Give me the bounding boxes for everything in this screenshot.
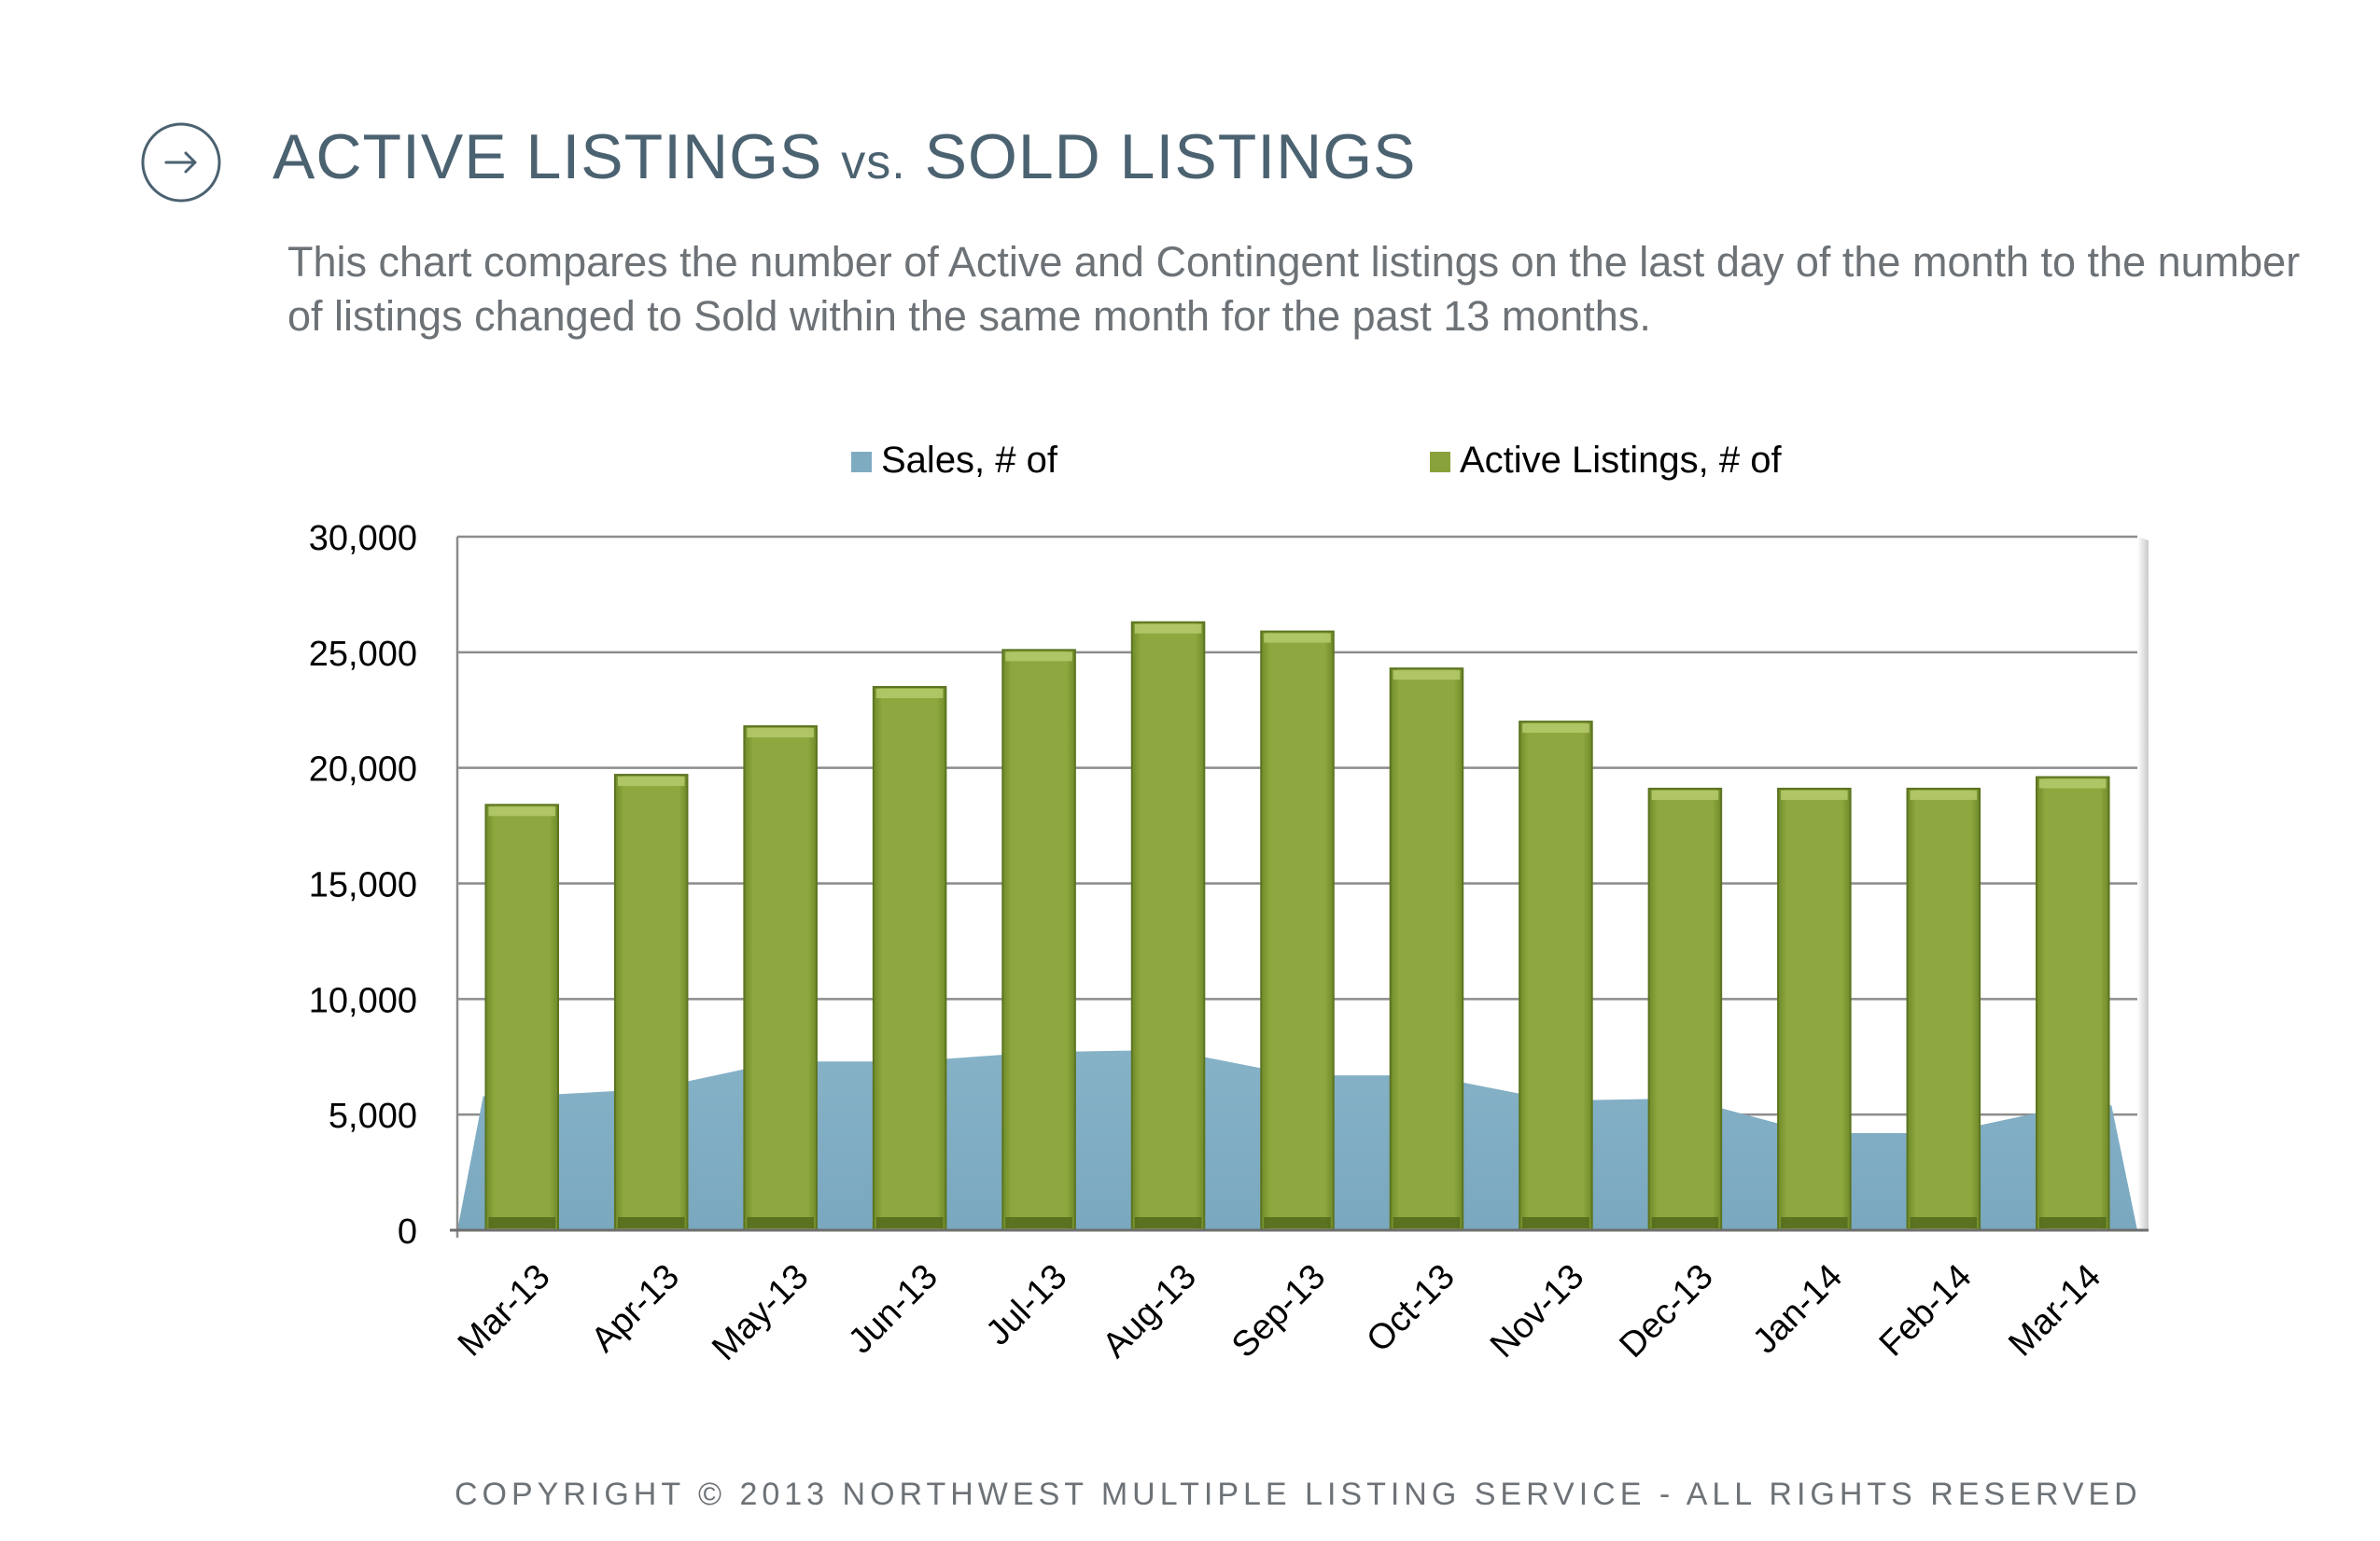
y-tick-label: 20,000 [309, 750, 417, 790]
x-tick-label: Aug-13 [1096, 1257, 1204, 1366]
bars-layer [484, 621, 2110, 1231]
x-tick-label: Feb-14 [1872, 1257, 1980, 1365]
y-tick-label: 10,000 [309, 981, 417, 1020]
active-bar-Dec-13 [1647, 787, 1723, 1231]
y-tick-label: 0 [398, 1212, 417, 1252]
active-bar-Sep-13 [1260, 630, 1335, 1231]
chart-description: This chart compares the number of Active… [287, 238, 2301, 340]
active-bar-Mar-14 [2036, 776, 2110, 1231]
active-bar-Feb-14 [1906, 787, 1981, 1231]
active-bar-Jan-14 [1777, 787, 1852, 1231]
title-main: ACTIVE LISTINGS [273, 121, 842, 192]
axis-layer [450, 537, 2149, 1238]
plot-side-wall [2137, 537, 2149, 1230]
legend-label-0: Sales, # of [881, 440, 1058, 481]
active-bar-May-13 [743, 725, 818, 1231]
y-axis-ticks: 0 5,000 10,000 15,000 20,000 25,000 30,000 [309, 519, 417, 1252]
y-tick-label: 15,000 [309, 866, 417, 905]
legend-swatch-1 [1430, 452, 1450, 472]
active-bar-Jul-13 [1001, 649, 1076, 1231]
y-tick-label: 5,000 [329, 1097, 417, 1136]
title-end: SOLD LISTINGS [905, 121, 1417, 192]
legend: Sales, # of Active Listings, # of [851, 440, 1782, 481]
active-bar-Apr-13 [613, 774, 689, 1231]
title-vs: vs. [841, 135, 906, 189]
x-tick-label: Apr-13 [584, 1257, 687, 1360]
x-tick-label: Dec-13 [1612, 1257, 1720, 1366]
x-tick-label: Jan-14 [1745, 1257, 1850, 1362]
active-bar-Oct-13 [1389, 667, 1464, 1231]
x-tick-label: Mar-13 [451, 1257, 558, 1365]
x-tick-label: May-13 [705, 1257, 816, 1368]
copyright-footer: COPYRIGHT © 2013 NORTHWEST MULTIPLE LIST… [455, 1477, 2142, 1512]
y-tick-label: 30,000 [309, 519, 417, 558]
active-bar-Aug-13 [1130, 621, 1206, 1231]
x-tick-label: Jun-13 [841, 1257, 945, 1362]
y-tick-label: 25,000 [309, 635, 417, 674]
active-bar-Mar-13 [484, 804, 560, 1231]
x-tick-label: Mar-14 [2001, 1257, 2108, 1365]
x-tick-label: Oct-13 [1359, 1257, 1462, 1360]
active-bar-Jun-13 [872, 685, 947, 1231]
legend-swatch-0 [851, 452, 872, 472]
arrow-right-circle-icon [141, 122, 221, 203]
x-tick-label: Jul-13 [979, 1257, 1075, 1353]
legend-label-1: Active Listings, # of [1460, 440, 1782, 481]
x-tick-label: Sep-13 [1225, 1257, 1333, 1366]
page-title: ACTIVE LISTINGS vs. SOLD LISTINGS [273, 119, 1417, 196]
x-tick-label: Nov-13 [1483, 1257, 1591, 1366]
x-axis-ticks: Mar-13 Apr-13 May-13 Jun-13 Jul-13 Aug-13 Sep-… [451, 1257, 2108, 1368]
active-bar-Nov-13 [1519, 721, 1593, 1231]
